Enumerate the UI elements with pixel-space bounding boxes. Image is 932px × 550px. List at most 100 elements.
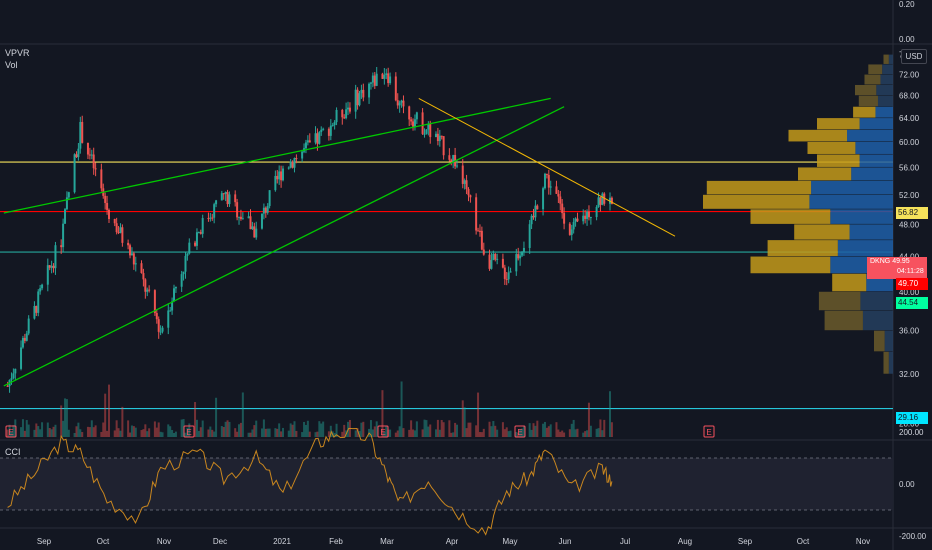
candle-body <box>469 195 472 198</box>
candle-body <box>559 196 562 204</box>
cci-tick-label: 200.00 <box>899 428 924 437</box>
volume-bar <box>195 419 198 437</box>
cci-label[interactable]: CCI <box>5 447 21 457</box>
volume-bar <box>408 429 411 437</box>
volume-bar <box>35 423 38 437</box>
candle-body <box>394 76 397 101</box>
volume-bar <box>480 432 483 437</box>
volume-bar <box>517 432 520 437</box>
volume-profile-up <box>809 194 893 209</box>
vol-label[interactable]: Vol <box>5 60 18 70</box>
candle-body <box>100 169 103 189</box>
candle-body <box>503 267 506 279</box>
volume-bar <box>584 431 587 437</box>
candle-body <box>268 190 271 206</box>
candle-body <box>289 161 292 168</box>
candle-body <box>320 129 323 132</box>
trend-lines[interactable] <box>3 97 676 387</box>
candle-body <box>115 223 118 233</box>
time-tick-label: Mar <box>380 537 394 546</box>
volume-bar <box>146 431 149 437</box>
volume-bar <box>375 421 378 437</box>
volume-bar <box>197 430 200 437</box>
volume-profile-up <box>855 141 893 154</box>
time-tick-label: Nov <box>157 537 171 546</box>
volume-bar <box>586 430 589 437</box>
volume-bar <box>173 432 176 437</box>
volume-bar <box>14 419 17 437</box>
candle-body <box>306 140 309 143</box>
volume-bar <box>597 428 600 437</box>
volume-bar <box>373 426 376 437</box>
candle-body <box>308 140 311 143</box>
price-tick-label: 56.00 <box>899 163 920 172</box>
earnings-marker-label: E <box>186 428 191 437</box>
volume-bar <box>335 423 338 437</box>
candle-body <box>60 245 63 248</box>
volume-bar <box>161 432 164 437</box>
vpvr-label[interactable]: VPVR <box>5 48 30 58</box>
candle-body <box>398 102 401 106</box>
candle-body <box>21 337 24 348</box>
candle-body <box>282 168 285 181</box>
candle-body <box>146 289 149 292</box>
candle-body <box>148 289 151 291</box>
volume-bar <box>86 426 89 437</box>
volume-bar <box>94 425 97 437</box>
volume-profile-up <box>882 64 893 75</box>
candle-body <box>94 168 97 170</box>
candle-body <box>440 135 443 137</box>
candle-body <box>144 279 147 292</box>
volume-bar <box>20 427 23 437</box>
volume-bar <box>77 422 80 437</box>
candle-body <box>228 194 231 205</box>
candle-body <box>184 255 187 272</box>
candle-body <box>412 121 415 127</box>
volume-bar <box>463 407 466 437</box>
volume-bar <box>303 421 306 437</box>
candle-body <box>509 271 512 273</box>
volume-bar <box>104 393 107 437</box>
time-tick-label: Sep <box>37 537 52 546</box>
candle-body <box>494 253 497 260</box>
volume-bar <box>488 421 491 437</box>
volume-bar <box>389 429 392 437</box>
candle-body <box>333 122 336 126</box>
currency-badge[interactable]: USD <box>901 49 927 64</box>
candle-body <box>35 305 38 313</box>
volume-bar <box>545 427 548 437</box>
candle-body <box>220 193 223 201</box>
time-tick-label: Nov <box>856 537 870 546</box>
volume-profile-up <box>847 129 893 142</box>
volume-bar <box>213 431 216 437</box>
volume-profile-down <box>824 310 863 331</box>
candle-body <box>356 89 359 106</box>
volume-bar <box>576 428 579 437</box>
volume-bar <box>412 429 415 437</box>
volume-bar <box>383 431 386 437</box>
candle-body <box>62 223 65 248</box>
volume-profile-down <box>817 118 860 130</box>
volume-bar <box>582 432 585 437</box>
candle-body <box>209 217 212 219</box>
volume-bar <box>469 422 472 437</box>
candle-body <box>427 123 430 130</box>
volume-bar <box>64 398 67 437</box>
earnings-marker: E <box>514 425 526 438</box>
candle-body <box>568 223 571 235</box>
candle-body <box>140 263 143 274</box>
candle-body <box>415 112 418 120</box>
candle-body <box>159 331 162 333</box>
volume-bar <box>327 431 330 437</box>
volume-profile-down <box>706 180 812 195</box>
candle-body <box>88 154 91 156</box>
volume-bar <box>427 426 430 437</box>
volume-bar <box>318 421 321 437</box>
volume-bar <box>549 424 552 437</box>
candle-body <box>117 232 120 234</box>
volume-bar <box>465 428 468 437</box>
candle-body <box>213 204 216 218</box>
candle-body <box>421 112 424 134</box>
volume-bar <box>140 430 143 437</box>
